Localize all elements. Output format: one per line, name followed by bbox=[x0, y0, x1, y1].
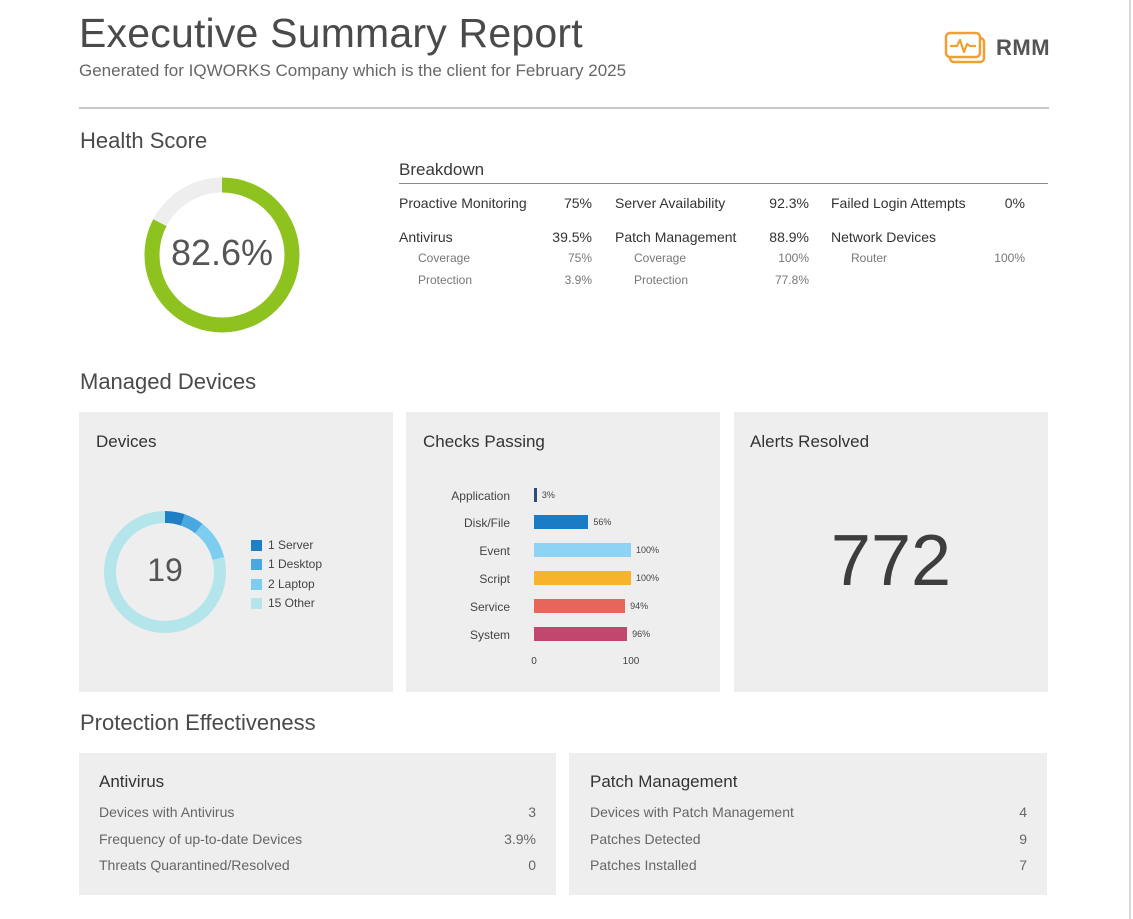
legend-other: 15 Other bbox=[251, 596, 315, 610]
router-label: Router bbox=[851, 251, 888, 265]
proactive-monitoring-label: Proactive Monitoring bbox=[399, 195, 527, 211]
patch-panel-title: Patch Management bbox=[590, 772, 738, 791]
legend-swatch bbox=[251, 558, 262, 570]
header-divider bbox=[79, 107, 1049, 109]
network-devices-label: Network Devices bbox=[831, 229, 937, 245]
antivirus-panel-title: Antivirus bbox=[99, 772, 165, 791]
pm-protection-label: Protection bbox=[634, 273, 689, 287]
managed-devices-heading: Managed Devices bbox=[80, 369, 257, 394]
legend-server-label: 1 Server bbox=[268, 538, 314, 552]
health-score-value: 82.6% bbox=[170, 232, 274, 273]
health-score-heading: Health Score bbox=[80, 128, 208, 153]
pm-row-value: 7 bbox=[1019, 857, 1027, 873]
pm-row-value: 9 bbox=[1019, 831, 1027, 847]
bar-label: Disk/File bbox=[463, 516, 510, 530]
failed-login-value: 0% bbox=[1004, 195, 1025, 211]
bar-label: Event bbox=[479, 544, 510, 558]
patch-management-value: 88.9% bbox=[769, 229, 809, 245]
router-value: 100% bbox=[994, 251, 1025, 265]
patch-panel bbox=[569, 753, 1047, 895]
pm-row-label: Patches Detected bbox=[590, 831, 701, 847]
legend-swatch bbox=[251, 539, 262, 551]
bar-value-label: 3% bbox=[541, 490, 555, 500]
bar bbox=[534, 599, 626, 613]
checks-panel-title: Checks Passing bbox=[423, 432, 545, 451]
alerts-panel bbox=[734, 412, 1048, 692]
bar-label: System bbox=[469, 628, 510, 642]
page-edge-rule bbox=[1129, 0, 1131, 919]
server-availability-label: Server Availability bbox=[615, 195, 726, 211]
av-row-label: Frequency of up-to-date Devices bbox=[99, 831, 303, 847]
donut-slice-3 bbox=[104, 511, 226, 633]
alerts-resolved-value: 772 bbox=[830, 521, 952, 601]
page-subtitle: Generated for IQWORKS Company which is t… bbox=[79, 61, 627, 80]
pm-coverage-value: 100% bbox=[778, 251, 809, 265]
av-coverage-value: 75% bbox=[567, 251, 592, 265]
bar bbox=[534, 515, 589, 529]
rmm-logo: RMM bbox=[944, 30, 1050, 66]
legend-other-label: 15 Other bbox=[268, 596, 315, 610]
bar-value-label: 56% bbox=[593, 517, 612, 527]
breakdown-heading: Breakdown bbox=[399, 160, 485, 179]
health-score-gauge bbox=[144, 177, 300, 333]
patch-management-label: Patch Management bbox=[615, 229, 737, 245]
antivirus-panel bbox=[79, 753, 556, 895]
legend-swatch bbox=[251, 597, 262, 609]
pm-coverage-label: Coverage bbox=[634, 251, 687, 265]
devices-donut bbox=[104, 511, 226, 633]
antivirus-value: 39.5% bbox=[552, 229, 592, 245]
legend-swatch bbox=[251, 578, 262, 590]
bar bbox=[534, 488, 537, 502]
devices-total: 19 bbox=[147, 552, 183, 588]
av-coverage-label: Coverage bbox=[418, 251, 471, 265]
bar-value-label: 94% bbox=[630, 601, 649, 611]
server-availability-value: 92.3% bbox=[769, 195, 809, 211]
legend-laptop-label: 2 Laptop bbox=[268, 577, 315, 591]
legend-desktop: 1 Desktop bbox=[251, 557, 322, 571]
bar-value-label: 100% bbox=[636, 545, 660, 555]
logo-text: RMM bbox=[996, 35, 1051, 60]
av-protection-value: 3.9% bbox=[564, 273, 592, 287]
antivirus-label: Antivirus bbox=[399, 229, 453, 245]
pm-protection-value: 77.8% bbox=[774, 273, 809, 287]
page-title: Executive Summary Report bbox=[79, 10, 583, 56]
alerts-panel-title: Alerts Resolved bbox=[750, 432, 870, 451]
legend-server: 1 Server bbox=[251, 538, 313, 552]
av-row-value: 0 bbox=[528, 857, 536, 873]
legend-laptop: 2 Laptop bbox=[251, 577, 315, 591]
av-row-value: 3 bbox=[528, 804, 536, 820]
pm-row-value: 4 bbox=[1019, 804, 1027, 820]
pm-row-label: Devices with Patch Management bbox=[590, 804, 794, 820]
monitor-pulse-icon bbox=[944, 31, 986, 64]
proactive-monitoring-value: 75% bbox=[563, 195, 592, 211]
bar-label: Script bbox=[479, 572, 510, 586]
bar bbox=[534, 571, 631, 585]
av-row-label: Devices with Antivirus bbox=[99, 804, 235, 820]
devices-panel bbox=[79, 412, 393, 692]
failed-login-label: Failed Login Attempts bbox=[831, 195, 966, 211]
av-row-label: Threats Quarantined/Resolved bbox=[99, 857, 290, 873]
bar-label: Service bbox=[469, 600, 510, 614]
breakdown-divider bbox=[399, 183, 1048, 184]
bar-value-label: 96% bbox=[632, 629, 651, 639]
gauge-arc bbox=[144, 177, 300, 333]
bar-value-label: 100% bbox=[636, 573, 660, 583]
axis-tick-max: 100 bbox=[622, 656, 640, 667]
legend-desktop-label: 1 Desktop bbox=[268, 557, 323, 571]
bar bbox=[534, 627, 628, 641]
bar-label: Application bbox=[451, 489, 510, 503]
av-row-value: 3.9% bbox=[504, 831, 536, 847]
pm-row-label: Patches Installed bbox=[590, 857, 697, 873]
devices-panel-title: Devices bbox=[96, 432, 157, 451]
bar bbox=[534, 543, 631, 557]
av-protection-label: Protection bbox=[418, 273, 473, 287]
axis-tick-min: 0 bbox=[531, 656, 537, 667]
protection-heading: Protection Effectiveness bbox=[80, 710, 316, 735]
